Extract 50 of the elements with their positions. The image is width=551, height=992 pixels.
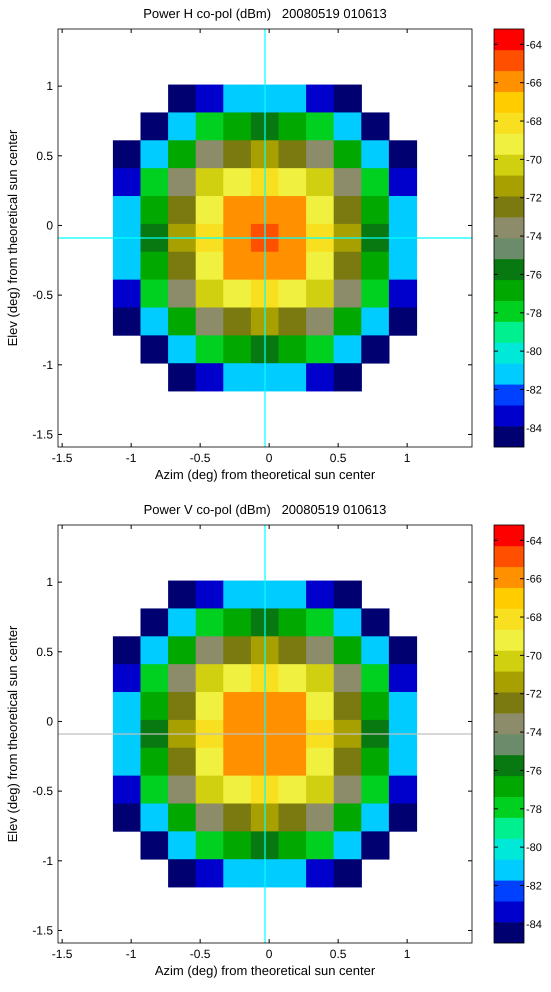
color-bar-label: -70: [526, 650, 542, 662]
y-axis-title: Elev (deg) from theoretical sun center: [5, 128, 20, 346]
color-bar-label: -78: [526, 308, 542, 320]
y-tick-label: -1.5: [32, 923, 54, 938]
y-tick-label: 0.5: [36, 148, 54, 163]
x-tick-label: 0.5: [330, 947, 347, 961]
y-tick-label: -0.5: [32, 784, 54, 798]
color-bar-label: -64: [526, 39, 542, 52]
color-bar-label: -80: [526, 346, 542, 358]
x-tick-label: -0.5: [190, 451, 211, 465]
y-tick-label: 1: [46, 575, 54, 590]
chart-title: Power V co-pol (dBm) 20080519 010613: [144, 502, 386, 517]
color-bar-label: -66: [526, 78, 542, 90]
color-bar-label: -82: [526, 880, 542, 892]
color-bar-label: -72: [526, 688, 542, 701]
y-tick-label: 0: [46, 714, 54, 728]
y-tick-label: -0.5: [32, 288, 54, 302]
x-tick-label: 0.5: [330, 451, 347, 465]
x-tick-label: -1: [126, 451, 137, 465]
x-tick-label: -1: [126, 947, 137, 961]
color-bar-label: -68: [526, 116, 542, 128]
color-bar-label: -72: [526, 192, 542, 205]
x-tick-label: -0.5: [190, 947, 211, 961]
color-bar-label: -74: [526, 231, 542, 244]
y-tick-label: 0: [46, 218, 54, 232]
color-bar-label: -66: [526, 574, 542, 586]
color-bar-label: -68: [526, 612, 542, 624]
color-bar-label: -82: [526, 384, 542, 396]
color-bar-label: -78: [526, 804, 542, 816]
x-tick-label: 0: [266, 947, 273, 961]
color-bar-label: -84: [526, 918, 542, 931]
color-bar-label: -84: [526, 422, 542, 435]
color-bar-label: -76: [526, 269, 542, 282]
y-tick-label: 1: [46, 79, 54, 94]
x-tick-label: 1: [404, 451, 411, 465]
y-tick-label: 0.5: [36, 644, 54, 659]
color-bar-label: -80: [526, 842, 542, 854]
x-axis-title: Azim (deg) from theoretical sun center: [154, 963, 376, 978]
color-bar-label: -64: [526, 535, 542, 548]
color-bar-label: -74: [526, 727, 542, 740]
x-tick-label: 1: [404, 947, 411, 961]
x-tick-label: 0: [266, 451, 273, 465]
color-bar-label: -76: [526, 765, 542, 778]
y-axis-title: Elev (deg) from theoretical sun center: [5, 624, 20, 842]
y-tick-label: -1: [42, 358, 54, 372]
y-tick-label: -1.5: [32, 427, 54, 442]
y-tick-label: -1: [42, 854, 54, 868]
chart-title: Power H co-pol (dBm) 20080519 010613: [143, 6, 387, 21]
color-bar-label: -70: [526, 154, 542, 166]
x-axis-title: Azim (deg) from theoretical sun center: [154, 467, 376, 482]
